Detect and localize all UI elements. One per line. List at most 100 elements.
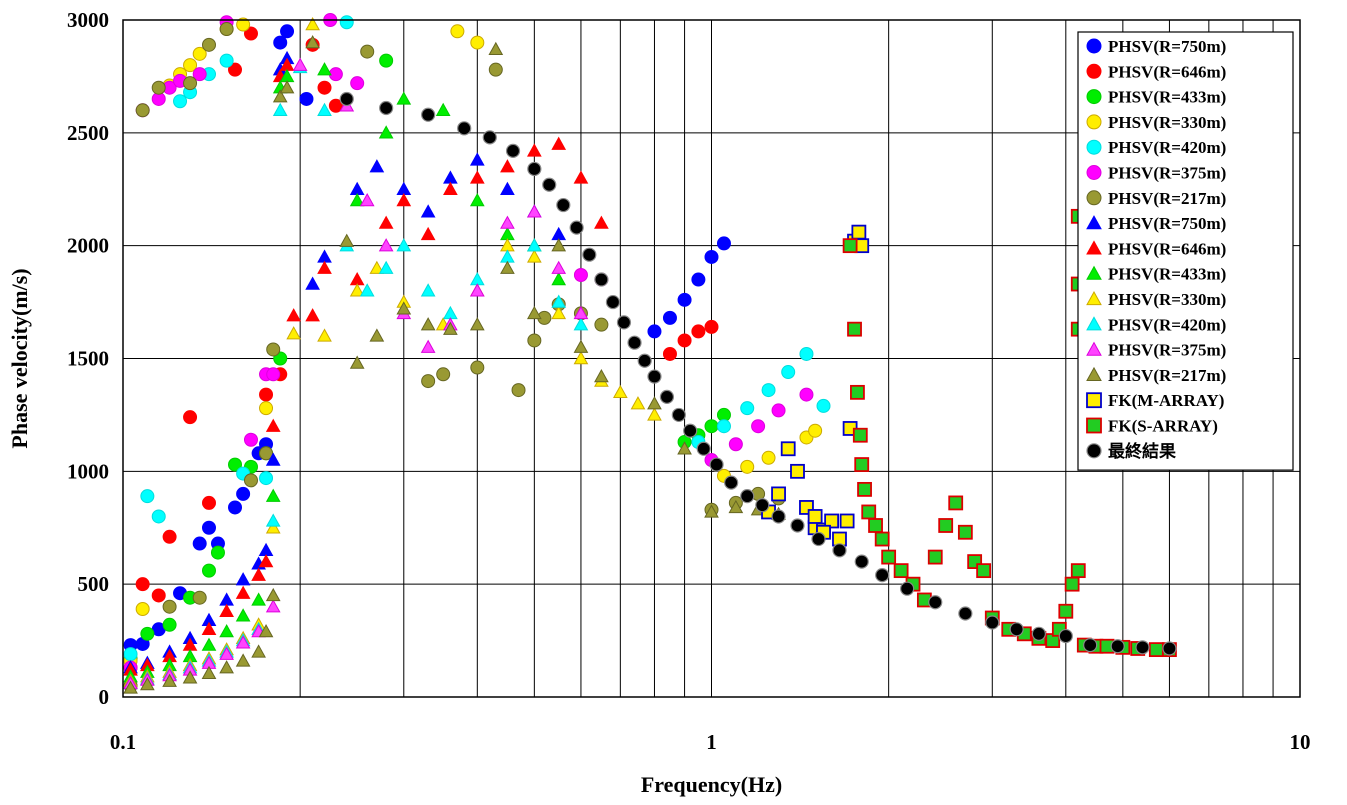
data-point: [677, 333, 692, 348]
data-point: [868, 518, 883, 533]
data-point: [647, 407, 662, 421]
data-point: [875, 568, 890, 583]
data-point: [369, 260, 385, 274]
data-point: [450, 24, 465, 39]
series-1: [123, 24, 731, 653]
y-tick-label: 2500: [67, 121, 109, 145]
data-point: [500, 260, 515, 274]
data-point: [1058, 603, 1074, 619]
data-point: [443, 321, 458, 335]
data-point: [265, 513, 281, 527]
data-point: [526, 204, 542, 218]
legend-box: [1077, 31, 1294, 471]
data-point: [359, 193, 375, 207]
data-point: [824, 513, 840, 529]
data-point: [893, 563, 909, 579]
data-point: [273, 35, 288, 50]
data-point: [162, 599, 177, 614]
x-tick-label: 1: [706, 730, 717, 754]
data-point: [135, 601, 150, 616]
data-point: [378, 125, 394, 139]
data-marks: [123, 13, 1177, 694]
data-point: [272, 89, 288, 103]
data-point: [677, 441, 692, 455]
data-point: [1148, 642, 1164, 658]
legend-marker: [1086, 114, 1102, 130]
data-point: [339, 233, 355, 247]
data-point: [378, 260, 394, 274]
data-point: [201, 665, 217, 680]
legend-marker: [1086, 316, 1102, 331]
data-point: [396, 238, 412, 252]
data-point: [201, 495, 216, 510]
data-point: [976, 563, 992, 579]
data-point: [228, 62, 243, 77]
data-point: [582, 247, 597, 262]
data-point: [704, 319, 719, 334]
data-point: [755, 498, 770, 513]
data-point: [807, 509, 823, 524]
data-point: [349, 193, 365, 207]
data-point: [469, 170, 485, 184]
data-point: [780, 441, 796, 457]
data-point: [958, 606, 973, 621]
data-point: [350, 76, 365, 91]
data-point: [192, 67, 207, 82]
data-point: [900, 581, 915, 596]
data-point: [816, 398, 831, 413]
data-point: [258, 624, 274, 638]
data-point: [551, 271, 567, 286]
data-point: [182, 670, 198, 684]
data-point: [511, 383, 526, 398]
data-point: [379, 53, 394, 68]
data-point: [349, 355, 365, 369]
data-point: [469, 193, 485, 207]
data-point: [219, 624, 234, 638]
data-point: [378, 215, 394, 229]
data-point: [396, 181, 412, 195]
data-point: [235, 572, 251, 586]
data-point: [219, 603, 234, 617]
legend-marker: [1086, 190, 1102, 206]
data-point: [420, 339, 436, 353]
data-point: [219, 646, 234, 660]
legend-marker: [1086, 165, 1102, 180]
data-point: [500, 181, 515, 195]
data-point: [704, 419, 719, 434]
data-point: [671, 407, 686, 423]
data-point: [192, 536, 207, 551]
data-point: [1058, 628, 1073, 644]
legend-marker: [1086, 38, 1102, 54]
legend-label: PHSV(R=375m): [1108, 164, 1226, 183]
data-point: [647, 324, 662, 339]
data-point: [265, 587, 281, 602]
data-point: [874, 531, 890, 547]
legend-label: PHSV(R=433m): [1108, 265, 1226, 284]
data-point: [938, 518, 954, 533]
legend-label: PHSV(R=330m): [1108, 113, 1226, 132]
data-point: [292, 57, 308, 71]
data-point: [359, 283, 375, 297]
data-point: [265, 488, 281, 502]
data-point: [228, 500, 243, 515]
data-point: [265, 418, 281, 432]
data-point: [457, 121, 472, 136]
data-point: [573, 350, 589, 365]
data-point: [852, 427, 868, 443]
data-point: [551, 238, 567, 252]
data-point: [488, 41, 504, 56]
data-point: [551, 226, 567, 241]
data-point: [317, 102, 332, 116]
y-tick-label: 0: [99, 685, 110, 709]
data-point: [360, 44, 375, 59]
data-point: [1009, 622, 1024, 637]
data-point: [265, 599, 281, 613]
data-point: [317, 249, 332, 263]
series-14: [123, 35, 786, 694]
data-point: [470, 360, 485, 375]
series-6: [123, 13, 814, 675]
data-point: [647, 396, 662, 410]
data-point: [349, 181, 365, 195]
data-point: [551, 294, 567, 308]
data-point: [420, 317, 436, 331]
